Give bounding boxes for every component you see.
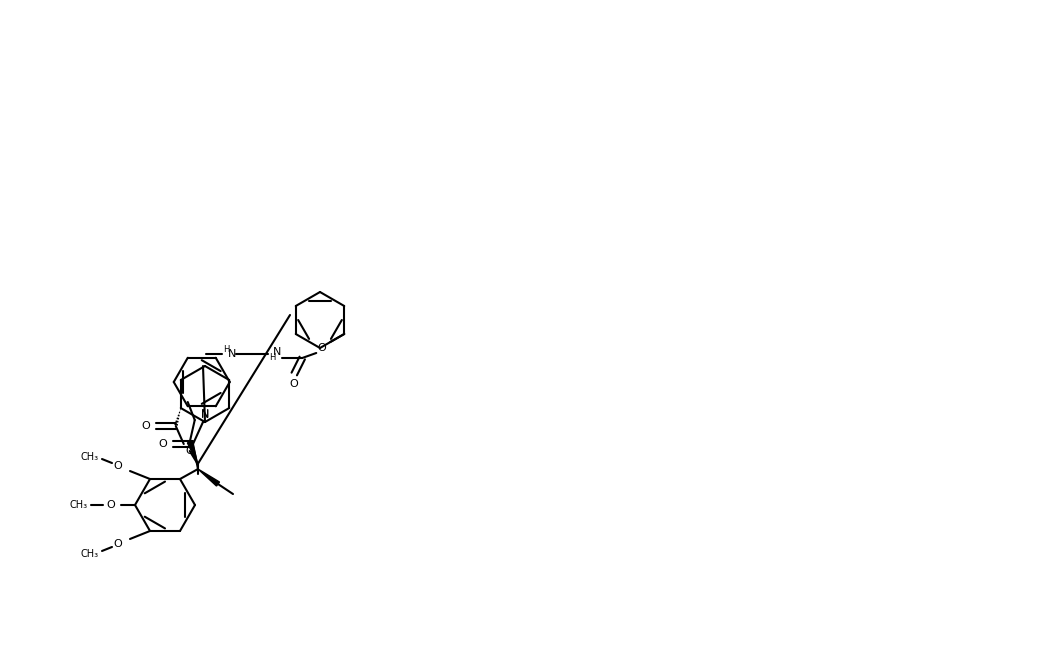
Text: O: O — [114, 539, 122, 549]
Text: CH₃: CH₃ — [70, 500, 88, 510]
Text: N: N — [200, 410, 209, 420]
Polygon shape — [188, 441, 197, 464]
Text: CH₃: CH₃ — [81, 549, 99, 559]
Text: O: O — [141, 421, 150, 431]
Text: H: H — [269, 354, 276, 362]
Text: N: N — [274, 347, 282, 357]
Text: O: O — [317, 343, 327, 353]
Text: O: O — [186, 446, 194, 456]
Text: N: N — [200, 409, 209, 419]
Text: CH₃: CH₃ — [81, 452, 99, 462]
Text: O: O — [159, 439, 167, 449]
Text: N: N — [228, 349, 236, 359]
Polygon shape — [198, 469, 219, 486]
Text: O: O — [114, 461, 122, 471]
Text: O: O — [106, 500, 116, 510]
Text: H: H — [223, 345, 230, 354]
Text: O: O — [290, 379, 299, 389]
